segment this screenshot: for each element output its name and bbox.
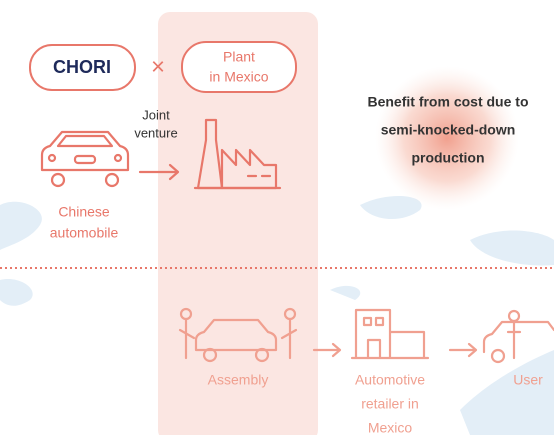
highlight-band bbox=[158, 12, 318, 435]
flow-label: retailer in bbox=[361, 396, 419, 412]
source-label: automobile bbox=[50, 225, 119, 241]
partner-label: in Mexico bbox=[209, 69, 268, 85]
map-background bbox=[0, 195, 554, 435]
times: × bbox=[151, 53, 165, 80]
retailer-icon bbox=[350, 308, 430, 360]
flow-label: Assembly bbox=[208, 372, 269, 388]
logo-pill bbox=[29, 44, 136, 91]
partner-label: Plant bbox=[223, 49, 255, 65]
arrow bbox=[138, 163, 180, 181]
arrow bbox=[448, 342, 478, 358]
relation-label: Joint bbox=[142, 107, 170, 122]
user-icon bbox=[482, 309, 554, 364]
arrow bbox=[312, 342, 342, 358]
flow-label: Mexico bbox=[368, 420, 413, 435]
source-label: Chinese bbox=[58, 204, 110, 220]
benefit-text: semi-knocked-down bbox=[381, 122, 516, 138]
car-icon bbox=[40, 130, 130, 188]
assembly-icon bbox=[178, 307, 298, 363]
flow-label: User bbox=[513, 372, 543, 388]
factory-icon bbox=[193, 118, 282, 190]
logo: CHORI bbox=[53, 57, 111, 77]
partner-pill bbox=[181, 41, 297, 93]
benefit-text: production bbox=[411, 150, 484, 166]
relation-label: venture bbox=[134, 125, 177, 140]
flow-label: Automotive bbox=[355, 372, 425, 388]
glow bbox=[375, 66, 519, 210]
benefit-text: Benefit from cost due to bbox=[367, 94, 528, 110]
